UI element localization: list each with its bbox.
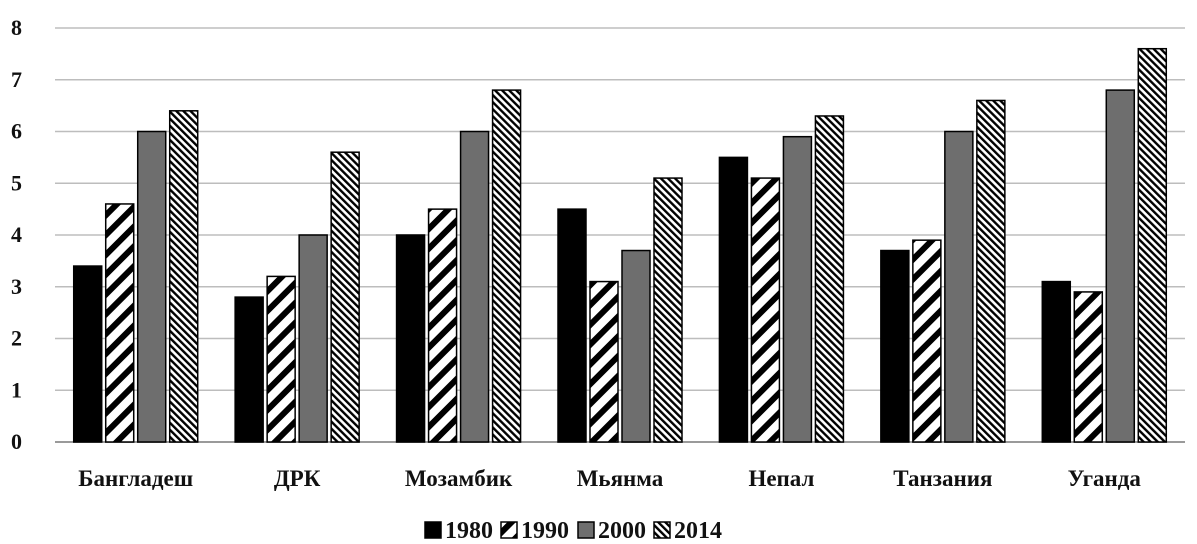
bar-1990-7 [1073,291,1104,443]
y-tick-label: 7 [11,67,22,92]
x-axis-categories: Бангладеш ДРК Мозамбик Мьянма Непал Танзания У… [78,466,1141,491]
bar-2000-5 [782,135,813,443]
bar-1990-5 [750,177,781,443]
y-tick-label: 8 [11,15,22,40]
bar-2014-7 [1137,47,1168,443]
category-label: Непал [748,466,814,491]
bar-2014-5 [814,115,845,443]
legend-label: 2014 [674,518,722,544]
y-tick-label: 3 [11,274,22,299]
legend-swatch-1980 [424,521,442,539]
category-label: ДРК [274,466,321,491]
bar-1980-5 [718,156,749,443]
category-label: Мьянма [577,466,664,491]
bar-1980-3 [395,234,426,443]
bar-1980-6 [880,249,910,443]
legend-swatch-2000 [577,521,595,539]
bar-2014-6 [976,99,1006,443]
legend-swatch-2014 [653,521,671,539]
bar-2014-1 [168,110,199,443]
y-tick-label: 6 [11,119,22,144]
bar-2000-3 [459,130,490,443]
y-axis-ticks: 0 1 2 3 4 5 6 7 8 [11,15,22,454]
bar-1980-7 [1041,280,1072,443]
category-label: Уганда [1068,466,1142,491]
legend-label: 1990 [521,518,569,544]
y-tick-label: 0 [11,429,22,454]
bar-2000-7 [1105,89,1136,443]
bar-2000-6 [944,130,974,443]
bar-1990-2 [266,275,296,443]
legend-swatch-1990 [500,521,518,539]
bar-2014-3 [491,89,522,443]
bar-2000-4 [621,249,651,443]
bar-1980-4 [557,208,587,443]
legend: 1980 1990 2000 2014 [424,518,722,544]
bars [72,47,1168,443]
bar-2014-2 [330,151,360,443]
bar-1990-3 [427,208,458,443]
y-tick-label: 4 [11,222,22,247]
bar-1980-1 [72,265,103,443]
y-tick-label: 5 [11,170,22,195]
category-label: Мозамбик [405,466,513,491]
bar-1990-1 [104,203,135,443]
bar-2014-4 [653,177,683,443]
bar-2000-2 [298,234,328,443]
bar-1990-4 [589,280,619,443]
bar-1990-6 [912,239,942,443]
y-tick-label: 1 [11,377,22,402]
bar-1980-2 [234,296,264,443]
y-tick-label: 2 [11,326,22,351]
category-label: Бангладеш [78,466,193,491]
legend-label: 1980 [445,518,493,544]
gridlines [55,27,1185,443]
category-label: Танзания [893,466,992,491]
bar-2000-1 [136,130,167,443]
legend-label: 2000 [598,518,646,544]
